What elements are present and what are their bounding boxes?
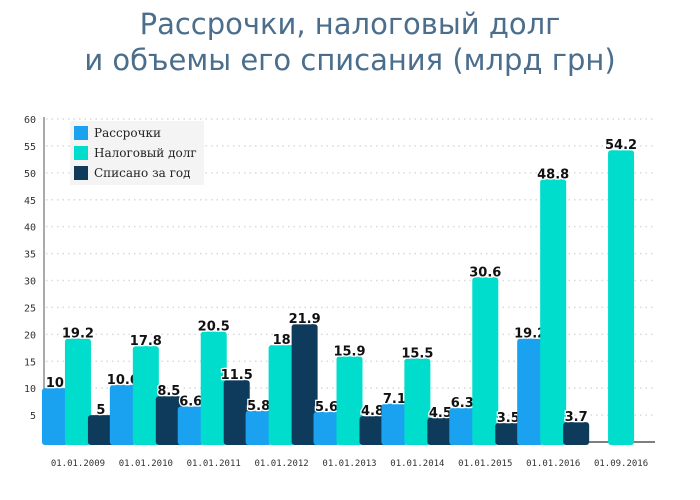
x-tick-label: 01.01.2012 [255, 459, 309, 469]
legend-item-installments: Рассрочки [74, 123, 204, 143]
chart-legend: Рассрочки Налоговый долг Списано за год [70, 121, 204, 185]
data-label-written-off: 8.5 [157, 384, 180, 399]
bar-written-off [155, 396, 182, 445]
bar-written-off [291, 324, 318, 445]
data-label-tax-debt: 19.2 [62, 327, 94, 342]
data-label-written-off: 21.9 [289, 312, 321, 327]
bar-installments [517, 338, 544, 445]
data-label-tax-debt: 30.6 [469, 265, 501, 280]
legend-label-tax-debt: Налоговый долг [94, 146, 197, 160]
data-label-written-off: 4.8 [361, 404, 384, 419]
bar-written-off [87, 415, 114, 445]
data-label-installments: 6.6 [179, 394, 202, 409]
x-tick-label: 01.01.2016 [526, 459, 580, 469]
bar-tax-debt [472, 277, 499, 445]
data-label-written-off: 3.5 [497, 411, 520, 426]
y-tick-label: 30 [24, 277, 36, 288]
y-tick-label: 5 [30, 411, 36, 422]
data-label-written-off: 5 [96, 403, 105, 418]
legend-item-tax-debt: Налоговый долг [74, 143, 204, 163]
data-label-installments: 5.8 [247, 399, 270, 414]
bar-tax-debt [64, 338, 91, 445]
bar-written-off [223, 380, 250, 445]
y-tick-label: 35 [24, 250, 36, 261]
legend-label-written-off: Списано за год [94, 166, 191, 180]
bar-installments [109, 384, 136, 445]
data-label-installments: 5.6 [315, 400, 338, 415]
legend-swatch-written-off [74, 166, 88, 180]
bar-tax-debt [404, 358, 431, 445]
legend-swatch-tax-debt [74, 146, 88, 160]
data-label-tax-debt: 18 [273, 333, 291, 348]
x-tick-label: 01.09.2016 [594, 459, 648, 469]
y-tick-label: 15 [24, 357, 36, 368]
y-tick-label: 10 [24, 384, 36, 395]
x-tick-label: 01.01.2014 [390, 459, 444, 469]
y-tick-label: 45 [24, 196, 36, 207]
y-tick-label: 50 [24, 169, 36, 180]
x-tick-label: 01.01.2013 [322, 459, 376, 469]
data-label-written-off: 4.5 [429, 406, 452, 421]
data-label-installments: 10.6 [107, 373, 139, 388]
legend-swatch-installments [74, 126, 88, 140]
data-label-tax-debt: 15.9 [333, 344, 365, 359]
legend-label-installments: Рассрочки [94, 126, 162, 140]
data-label-written-off: 11.5 [221, 368, 253, 383]
data-label-tax-debt: 17.8 [130, 334, 162, 349]
bar-installments [313, 411, 340, 445]
data-label-installments: 6.3 [451, 396, 474, 411]
chart-title: Рассрочки, налоговый долг и объемы его с… [0, 6, 700, 78]
y-tick-label: 60 [24, 115, 36, 126]
bar-installments [449, 408, 476, 445]
bar-installments [245, 410, 272, 445]
x-tick-label: 01.01.2015 [458, 459, 512, 469]
y-tick-label: 55 [24, 142, 36, 153]
bar-tax-debt [268, 345, 295, 445]
bar-tax-debt [132, 346, 159, 445]
x-tick-label: 01.01.2011 [187, 459, 241, 469]
data-label-tax-debt: 15.5 [401, 347, 433, 362]
data-label-written-off: 3.7 [565, 410, 588, 425]
bar-written-off [563, 422, 590, 445]
bar-installments [177, 406, 204, 445]
bar-written-off [495, 423, 522, 445]
x-tick-label: 01.01.2009 [51, 459, 105, 469]
bar-installments [381, 403, 408, 445]
data-label-installments: 10 [46, 376, 64, 391]
data-label-installments: 19.2 [514, 327, 546, 342]
legend-item-written-off: Списано за год [74, 163, 204, 183]
y-tick-label: 40 [24, 223, 36, 234]
bar-written-off [359, 416, 386, 445]
bar-tax-debt [336, 356, 363, 445]
data-label-tax-debt: 54.2 [605, 138, 637, 153]
data-label-tax-debt: 20.5 [198, 320, 230, 335]
bar-tax-debt [608, 150, 635, 445]
x-tick-label: 01.01.2010 [119, 459, 173, 469]
bar-tax-debt [200, 331, 227, 445]
y-tick-label: 25 [24, 303, 36, 314]
bar-installments [41, 388, 68, 445]
bar-tax-debt [540, 179, 567, 445]
y-tick-label: 20 [24, 330, 36, 341]
data-label-tax-debt: 48.8 [537, 167, 569, 182]
chart-title-line-1: Рассрочки, налоговый долг [139, 7, 561, 41]
data-label-installments: 7.1 [383, 392, 406, 407]
bar-written-off [427, 417, 454, 445]
chart-title-line-2: и объемы его списания (млрд грн) [84, 43, 616, 77]
